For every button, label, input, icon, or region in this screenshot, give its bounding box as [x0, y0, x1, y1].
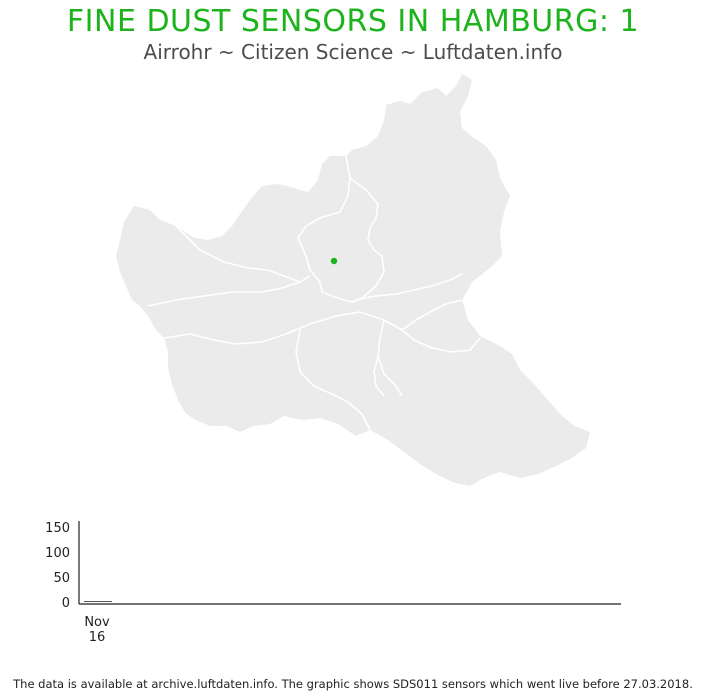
x-tick-label-month-0: Nov	[84, 615, 110, 630]
district-border-harburg	[295, 329, 371, 431]
district-borders	[147, 155, 481, 431]
district-border-west	[147, 275, 311, 307]
district-border-east	[373, 355, 385, 397]
district-border-bergedorf	[401, 329, 481, 353]
district-border-harbor	[163, 299, 463, 345]
y-tick-label-3: 150	[45, 521, 70, 536]
district-border-center	[321, 273, 463, 303]
y-tick-label-1: 50	[53, 571, 70, 586]
y-tick-group: 0 50 100 150	[45, 521, 70, 611]
sensor-marker	[330, 257, 338, 265]
page-title: FINE DUST SENSORS IN HAMBURG: 1	[66, 4, 640, 39]
page-subtitle: Airrohr ~ Citizen Science ~ Luftdaten.in…	[143, 40, 563, 64]
district-border-north-west	[297, 155, 351, 293]
y-tick-label-2: 100	[45, 546, 70, 561]
district-border-west-inner	[175, 225, 301, 283]
hamburg-outline	[116, 74, 590, 486]
y-tick-label-0: 0	[62, 596, 70, 611]
x-tick-label-day-0: 16	[89, 630, 106, 645]
footer-note: The data is available at archive.luftdat…	[13, 677, 693, 691]
district-border-north	[349, 177, 385, 303]
district-border-south-east	[377, 319, 403, 397]
hamburg-map	[116, 74, 590, 486]
